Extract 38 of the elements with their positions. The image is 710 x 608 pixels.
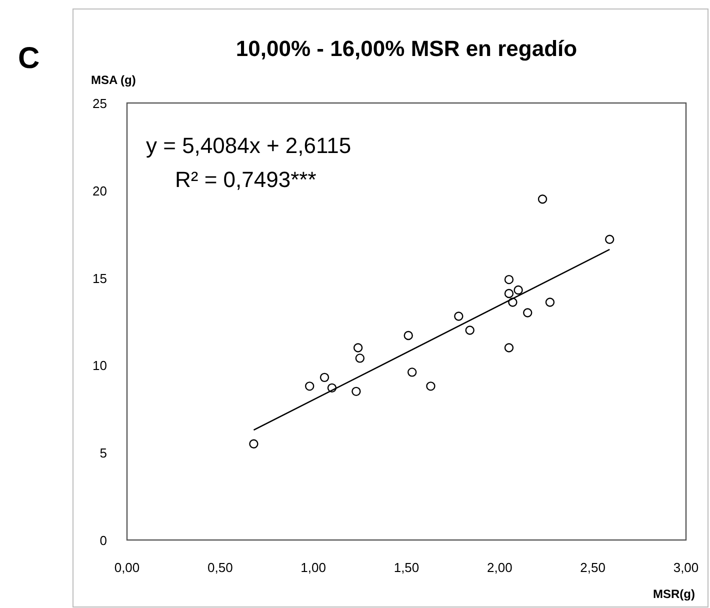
x-tick-label: 3,00: [673, 560, 699, 575]
y-axis-title: MSA (g): [91, 73, 136, 87]
point: [320, 372, 330, 382]
point: [545, 298, 555, 307]
y-tick-label: 20: [92, 183, 107, 198]
x-tick-label: 1,50: [394, 560, 420, 575]
point: [353, 343, 363, 352]
point: [504, 288, 514, 298]
point: [514, 285, 523, 295]
point: [305, 382, 314, 391]
point: [407, 368, 417, 377]
point: [504, 343, 514, 352]
x-tick-label: 1,00: [300, 560, 326, 575]
point: [404, 330, 413, 340]
point: [352, 386, 361, 396]
annotation: y = 5,4084x + 2,6115: [146, 133, 352, 158]
x-tick-label: 0,00: [114, 560, 140, 575]
point: [426, 382, 436, 391]
y-tick-label: 5: [100, 446, 107, 461]
point: [538, 194, 548, 204]
chart-title: 10,00% - 16,00% MSR en regadío: [236, 36, 578, 61]
x-tick-label: 2,50: [580, 560, 606, 575]
point: [249, 439, 258, 448]
point: [355, 354, 365, 363]
x-axis-title: MSR(g): [653, 587, 695, 601]
text: C: [18, 42, 40, 75]
annotation: R² = 0,7493***: [175, 167, 317, 192]
x-tick-label: 0,50: [208, 560, 233, 575]
y-tick-label: 10: [92, 358, 107, 374]
point: [504, 274, 514, 284]
y-tick-label: 0: [100, 533, 107, 548]
point: [454, 312, 464, 321]
y-tick-label: 25: [92, 96, 107, 111]
point: [523, 308, 532, 318]
y-tick-label: 15: [92, 270, 107, 286]
x-tick-label: 2,00: [487, 560, 512, 575]
point: [465, 326, 474, 335]
point: [605, 234, 614, 244]
